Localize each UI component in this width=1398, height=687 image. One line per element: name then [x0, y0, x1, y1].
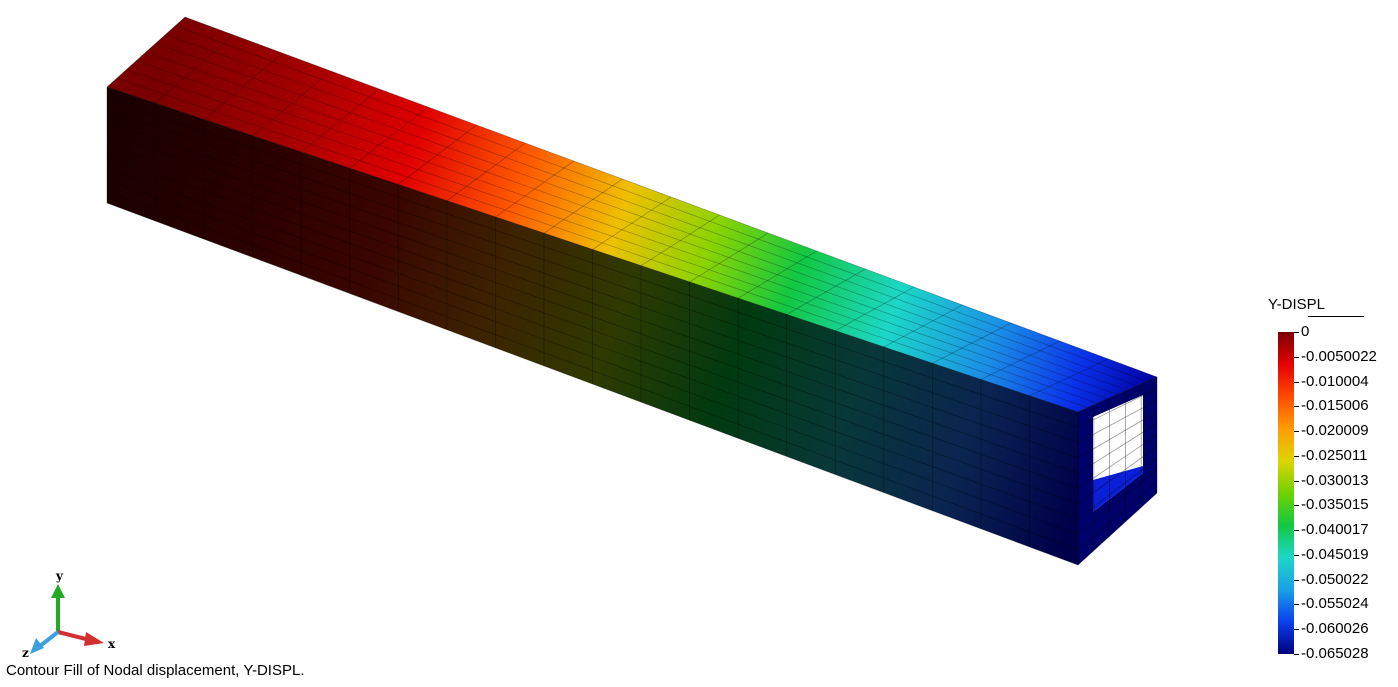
- legend-label: 0: [1301, 323, 1310, 340]
- legend-tick: [1294, 654, 1299, 655]
- legend-tick: [1294, 604, 1299, 606]
- legend-title-underline: [1308, 316, 1364, 317]
- legend-color-bar: [1278, 332, 1294, 654]
- legend-tick: [1294, 530, 1299, 532]
- legend-label: -0.0050022: [1301, 347, 1377, 365]
- legend-label: -0.055024: [1301, 595, 1369, 613]
- legend-label: -0.020009: [1301, 422, 1369, 440]
- color-legend: Y-DISPL 0 -0.0050022 -0.010004 -0.015006 -0.…: [1258, 292, 1398, 672]
- legend-tick: [1294, 332, 1299, 333]
- legend-tick: [1294, 554, 1299, 556]
- legend-label: -0.065028: [1301, 645, 1369, 662]
- legend-title: Y-DISPL: [1268, 296, 1325, 313]
- legend-label: -0.010004: [1301, 372, 1369, 390]
- legend-tick: [1294, 431, 1299, 433]
- legend-label: -0.045019: [1301, 545, 1369, 563]
- x-axis-arrow: [57, 630, 104, 646]
- beam-end-face: [1077, 376, 1158, 566]
- side-face-mesh: [106, 86, 1079, 566]
- legend-label: -0.040017: [1301, 521, 1369, 539]
- legend-label: -0.030013: [1301, 471, 1369, 489]
- z-axis-arrow: [30, 630, 60, 654]
- legend-tick: [1294, 505, 1299, 507]
- coordinate-triad: y x z: [22, 569, 116, 658]
- legend-label: -0.025011: [1301, 446, 1368, 464]
- legend-tick: [1294, 480, 1299, 482]
- legend-tick: [1294, 356, 1299, 358]
- legend-label: -0.015006: [1301, 397, 1369, 415]
- legend-tick: [1294, 629, 1299, 631]
- legend-label: -0.060026: [1301, 620, 1369, 638]
- y-axis-label: y: [55, 569, 64, 583]
- legend-tick: [1294, 381, 1299, 383]
- z-axis-label: z: [22, 646, 29, 658]
- legend-tick: [1294, 579, 1299, 581]
- plot-caption: Contour Fill of Nodal displacement, Y-DI…: [6, 662, 305, 679]
- legend-tick: [1294, 406, 1299, 408]
- x-axis-label: x: [108, 637, 116, 651]
- beam-side-face: [107, 87, 1078, 565]
- y-axis-arrow: [51, 584, 65, 632]
- legend-tick: [1294, 455, 1299, 457]
- legend-label: -0.035015: [1301, 496, 1369, 514]
- legend-label: -0.050022: [1301, 570, 1369, 588]
- beam-top-face: [107, 17, 1157, 412]
